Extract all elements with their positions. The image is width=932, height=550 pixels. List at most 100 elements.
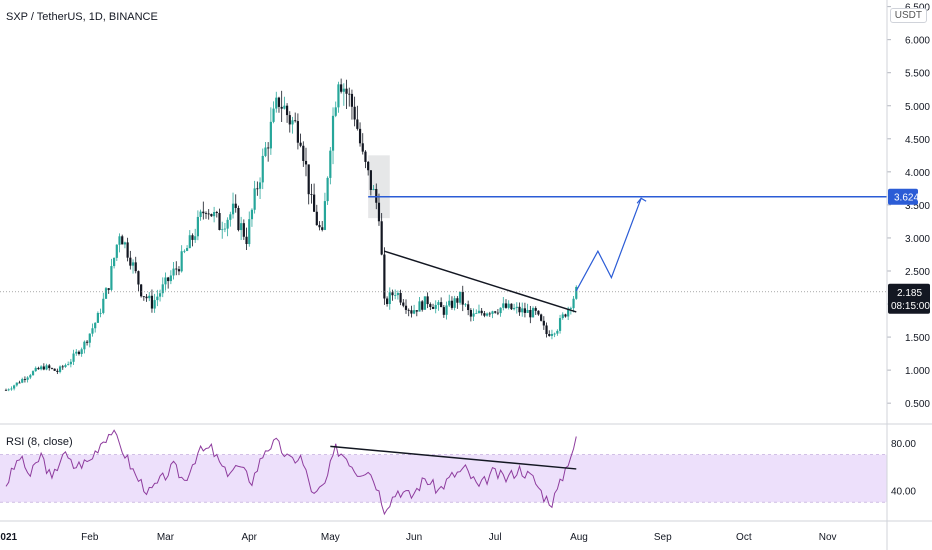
candle-body: [158, 293, 162, 297]
candle-body: [285, 105, 289, 116]
candle-body: [550, 333, 554, 336]
candle-body: [426, 296, 429, 305]
candle-body: [94, 322, 97, 329]
candle-body: [375, 188, 378, 203]
candle-body: [418, 301, 421, 312]
candle-body: [402, 302, 405, 306]
candle-body: [399, 292, 402, 303]
candle-body: [394, 295, 397, 296]
candle-body: [545, 325, 548, 335]
candle-body: [564, 314, 567, 317]
candle-body: [250, 209, 254, 220]
candle-body: [199, 211, 202, 217]
candle-body: [118, 236, 121, 245]
candle-body: [140, 284, 143, 297]
candle-body: [237, 207, 240, 231]
candle-body: [99, 312, 102, 314]
candle-body: [34, 367, 37, 372]
candle-body: [261, 155, 264, 183]
candle-body: [437, 302, 440, 305]
candle-body: [380, 221, 383, 255]
candle-body: [504, 303, 508, 308]
y-tick-label: 2.500: [905, 267, 930, 278]
currency-button[interactable]: USDT: [889, 8, 927, 23]
candle-body: [221, 229, 224, 231]
candle-body: [104, 288, 108, 299]
candle-body: [458, 291, 462, 303]
price-trendline[interactable]: [384, 250, 577, 313]
candle-body: [194, 236, 197, 240]
candle-body: [491, 311, 494, 314]
candle-body: [91, 328, 94, 334]
candle-body: [256, 188, 259, 190]
y-tick-label: 3.000: [905, 234, 930, 245]
projection-arrowhead: [636, 197, 647, 204]
candle-body: [202, 211, 205, 214]
price-labels: 3.624 2.185 08:15:00: [888, 188, 930, 314]
candle-body: [272, 108, 275, 122]
candle-body: [264, 147, 267, 156]
y-tick-label: 5.000: [905, 102, 930, 113]
level-label: [888, 188, 918, 205]
candle-body: [45, 365, 48, 370]
candle-body: [58, 366, 62, 372]
candle-body: [361, 143, 364, 152]
candle-body: [485, 313, 489, 316]
candle-body: [142, 296, 145, 298]
candle-body: [440, 302, 443, 308]
candle-body: [467, 304, 470, 311]
candle-body: [515, 306, 518, 308]
candle-body: [472, 313, 475, 317]
candle-body: [477, 310, 481, 314]
candle-body: [15, 382, 18, 386]
rsi-title[interactable]: RSI (8, close): [6, 436, 73, 448]
candle-body: [37, 367, 40, 370]
candle-body: [548, 334, 551, 336]
candle-body: [323, 201, 327, 230]
last-price-label: [888, 283, 930, 314]
candle-body: [453, 298, 456, 308]
candle-body: [526, 309, 529, 313]
candle-body: [542, 320, 545, 326]
candle-body: [423, 296, 427, 310]
candle-body: [353, 106, 356, 120]
candle-body: [518, 306, 521, 313]
candle-body: [461, 291, 464, 305]
candle-body: [507, 303, 510, 308]
candle-body: [67, 364, 70, 366]
candle-body: [245, 236, 248, 245]
candle-body: [480, 310, 483, 314]
candle-body: [31, 371, 35, 376]
candle-body: [156, 296, 159, 301]
chart-title[interactable]: SXP / TetherUS, 1D, BINANCE: [6, 11, 158, 23]
candle-body: [334, 107, 337, 116]
candle-body: [483, 313, 486, 316]
candle-body: [499, 307, 502, 314]
rsi-tick-label: 40.00: [891, 486, 916, 497]
candle-body: [123, 242, 127, 245]
candle-body: [448, 300, 451, 306]
candle-body: [537, 310, 540, 315]
rsi-band: [0, 454, 887, 503]
y-tick-label: 3.500: [905, 201, 930, 212]
rsi-line: [5, 429, 577, 516]
candle-body: [275, 97, 278, 109]
candle-body: [240, 223, 243, 231]
candle-body: [7, 389, 10, 391]
candle-body: [64, 365, 67, 367]
y-tick-label: 4.500: [905, 135, 930, 146]
y-tick-label: 1.500: [905, 333, 930, 344]
x-tick-label: Mar: [157, 532, 175, 543]
candle-body: [572, 298, 575, 309]
candle-body: [126, 242, 129, 258]
candle-body: [229, 214, 232, 220]
candle-body: [310, 194, 313, 195]
rsi-trendline[interactable]: [330, 445, 577, 470]
x-tick-label: Apr: [241, 532, 257, 543]
candle-body: [464, 304, 467, 306]
candle-body: [210, 213, 213, 217]
projection-path[interactable]: [575, 198, 642, 292]
candle-body: [13, 385, 16, 389]
candle-body: [113, 257, 116, 267]
